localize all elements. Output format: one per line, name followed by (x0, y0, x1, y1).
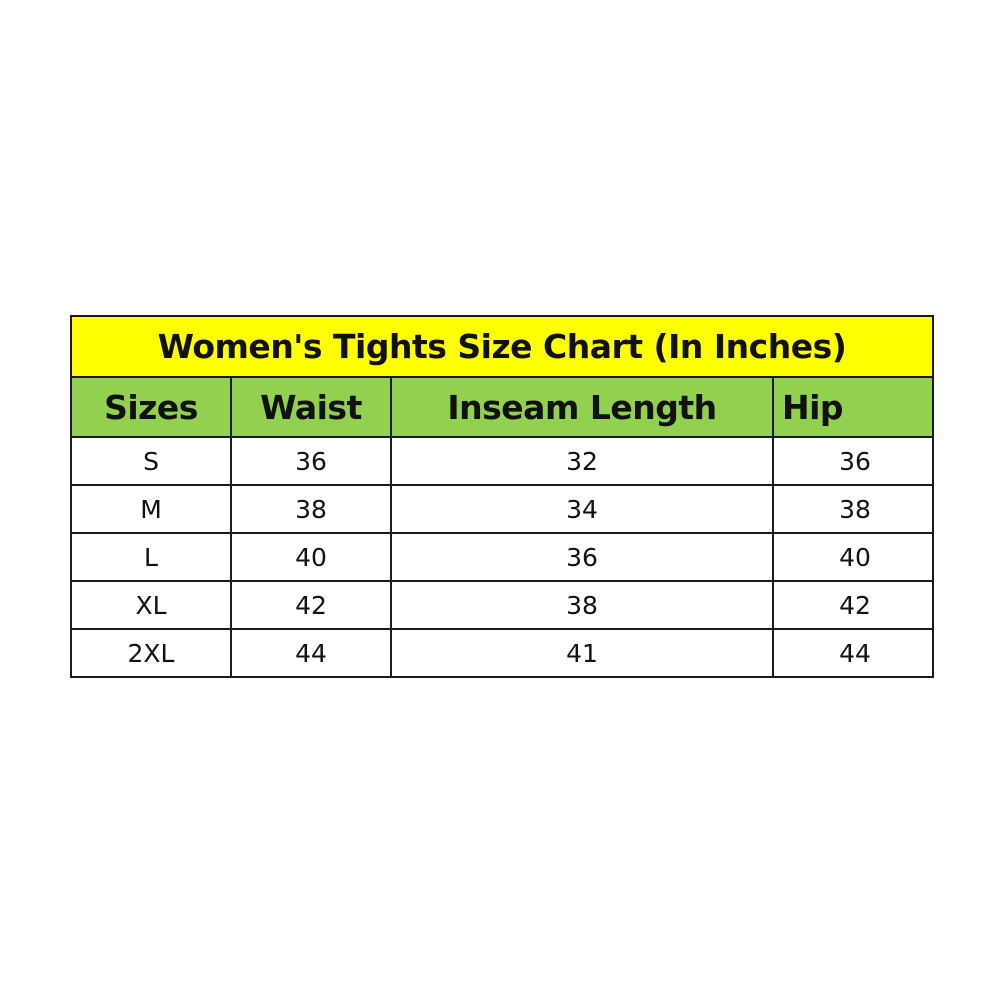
table-row: XL 42 38 42 (70, 580, 934, 630)
size-cell: S (70, 436, 232, 486)
header-waist: Waist (230, 376, 392, 438)
chart-title: Women's Tights Size Chart (In Inches) (70, 315, 934, 378)
hip-cell: 38 (772, 484, 934, 534)
header-row: Sizes Waist Inseam Length Hip (70, 376, 934, 438)
size-cell: L (70, 532, 232, 582)
hip-cell: 44 (772, 628, 934, 678)
size-cell: 2XL (70, 628, 232, 678)
table-row: M 38 34 38 (70, 484, 934, 534)
table-row: 2XL 44 41 44 (70, 628, 934, 678)
size-cell: XL (70, 580, 232, 630)
waist-cell: 44 (230, 628, 392, 678)
header-hip: Hip (772, 376, 934, 438)
size-chart-table: Women's Tights Size Chart (In Inches) Si… (70, 315, 934, 678)
title-row: Women's Tights Size Chart (In Inches) (70, 315, 934, 378)
waist-cell: 38 (230, 484, 392, 534)
hip-cell: 40 (772, 532, 934, 582)
inseam-cell: 41 (390, 628, 774, 678)
waist-cell: 36 (230, 436, 392, 486)
hip-cell: 36 (772, 436, 934, 486)
table-row: L 40 36 40 (70, 532, 934, 582)
inseam-cell: 38 (390, 580, 774, 630)
inseam-cell: 34 (390, 484, 774, 534)
inseam-cell: 36 (390, 532, 774, 582)
table-row: S 36 32 36 (70, 436, 934, 486)
header-inseam-length: Inseam Length (390, 376, 774, 438)
waist-cell: 40 (230, 532, 392, 582)
inseam-cell: 32 (390, 436, 774, 486)
hip-cell: 42 (772, 580, 934, 630)
header-sizes: Sizes (70, 376, 232, 438)
size-cell: M (70, 484, 232, 534)
waist-cell: 42 (230, 580, 392, 630)
